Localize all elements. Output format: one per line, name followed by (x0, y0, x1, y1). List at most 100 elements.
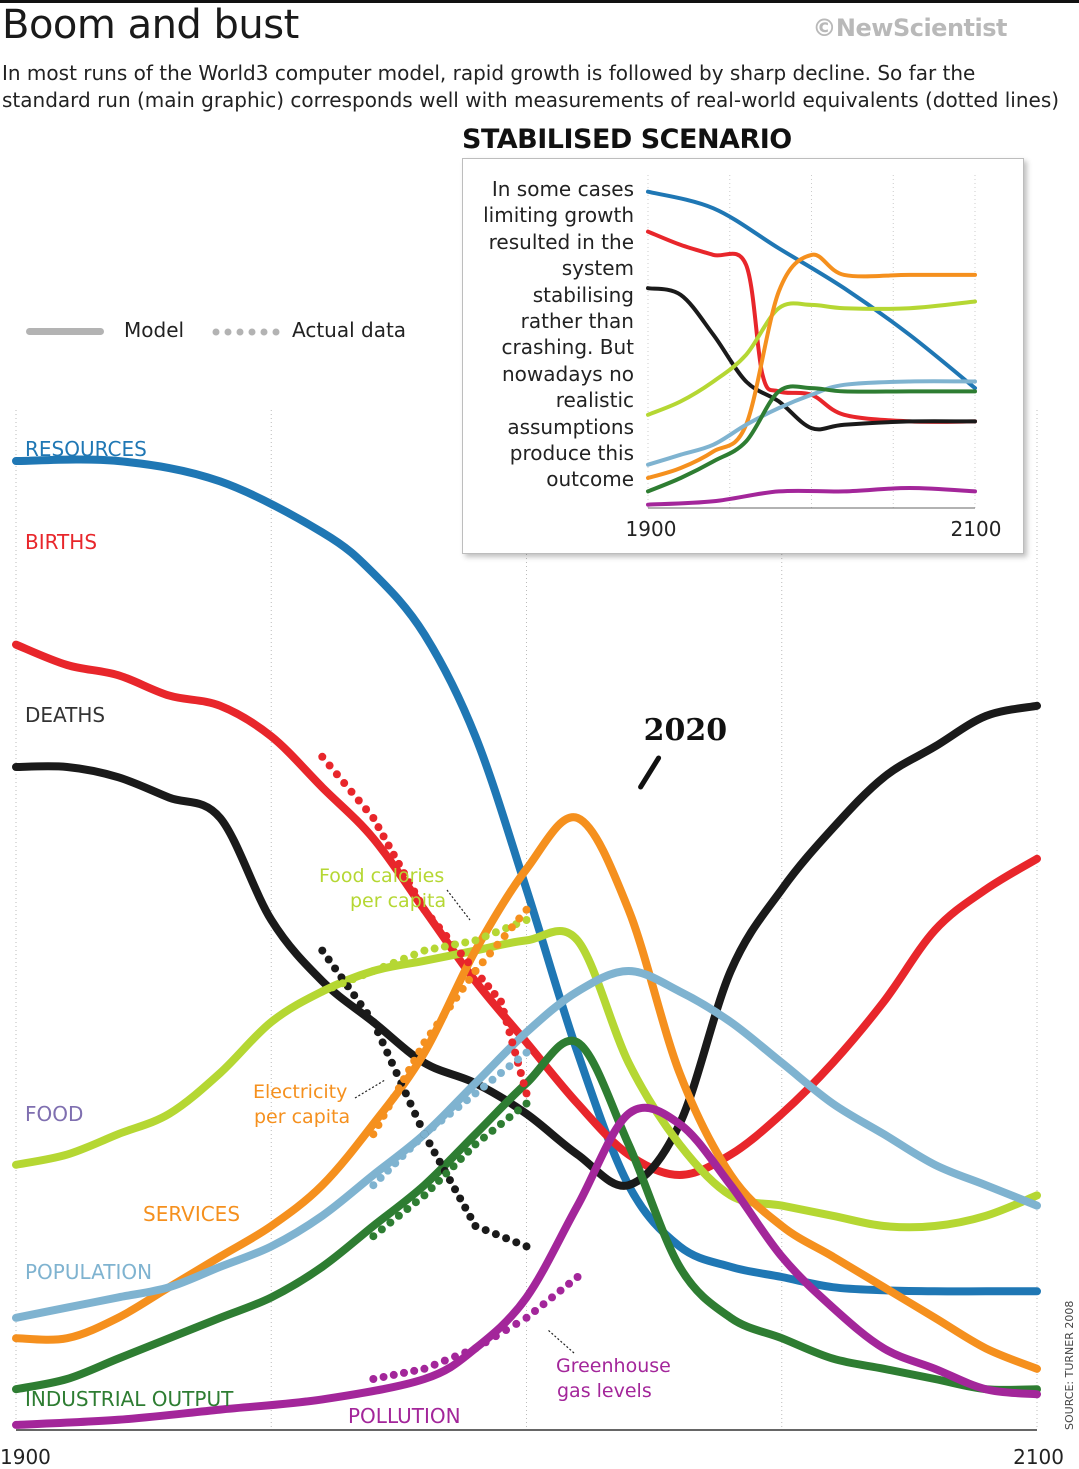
series-services (12, 813, 1041, 1373)
actual-point (456, 1194, 465, 1203)
actual-point (415, 1120, 424, 1128)
actual-point (471, 967, 480, 975)
year-marker-label: 2020 (644, 713, 728, 748)
legend-model-label: Model (124, 318, 185, 342)
actual-point (471, 1140, 480, 1149)
series-pollution (12, 1103, 1041, 1429)
actual-point (378, 1038, 387, 1047)
actual-point (500, 932, 509, 941)
actual-point (410, 1056, 419, 1065)
actual-point (435, 1157, 444, 1166)
actual-point (420, 1130, 429, 1139)
actual-point (377, 1225, 386, 1234)
inset-series-resources (646, 189, 977, 391)
actual-point (440, 942, 449, 951)
actual-point (488, 1075, 497, 1084)
inset-series-food (646, 299, 977, 417)
inset-series-services (646, 252, 977, 480)
actual-point (471, 936, 480, 945)
actual-point (420, 946, 429, 955)
actual-point (481, 1338, 490, 1347)
actual-food-calories-per-capita (318, 916, 531, 996)
actual-point (383, 1048, 392, 1057)
actual-point (392, 1069, 401, 1077)
actual-point (437, 1116, 446, 1125)
actual-point (359, 971, 368, 980)
actual-point (398, 1152, 407, 1161)
actual-point (389, 958, 398, 967)
actual-point (379, 832, 388, 841)
actual-point (451, 940, 460, 949)
actual-point (502, 1326, 511, 1335)
actual-point (356, 1000, 365, 1009)
actual-point (434, 1176, 443, 1185)
actual-point (496, 1120, 505, 1128)
actual-point (481, 1226, 490, 1235)
actual-point (362, 1009, 371, 1018)
actual-point (573, 1273, 582, 1281)
actual-point (464, 1147, 473, 1156)
actual-point (420, 1364, 429, 1373)
actual-point (484, 982, 493, 991)
actual-point (493, 940, 502, 949)
actual-point (384, 841, 393, 850)
series-deaths (12, 701, 1041, 1190)
actual-point (486, 949, 495, 958)
actual-point (411, 1198, 420, 1207)
actual-point (505, 1062, 514, 1071)
actual-point (442, 932, 451, 941)
actual-point (433, 1020, 442, 1029)
actual-point (502, 1234, 511, 1243)
series-births (12, 640, 1041, 1179)
actual-point (348, 975, 357, 984)
series-label-births: BIRTHS (25, 530, 97, 554)
actual-point (399, 869, 408, 878)
actual-point (427, 1184, 436, 1193)
actual-point (461, 938, 470, 947)
actual-point (362, 805, 371, 814)
actual-point (477, 974, 486, 983)
actual-point (394, 1211, 403, 1220)
actual-point (379, 1111, 388, 1120)
actual-point (505, 1028, 514, 1037)
actual-point (369, 1232, 378, 1241)
actual-actual-population (369, 1048, 531, 1190)
actual-point (420, 1038, 429, 1047)
actual-point (347, 787, 356, 796)
actual-point (410, 1366, 419, 1375)
actual-point (565, 1279, 574, 1288)
actual-point (405, 1144, 414, 1153)
annotation-text: Food calories per capita (319, 865, 446, 912)
actual-point (379, 962, 388, 971)
annotation-text: Greenhouse gas levels (556, 1355, 671, 1402)
actual-point (522, 1089, 531, 1098)
actual-point (338, 979, 347, 988)
actual-point (383, 1166, 392, 1175)
actual-point (556, 1286, 565, 1295)
actual-point (488, 1126, 497, 1135)
series-food (12, 926, 1041, 1232)
x-tick-label: 2100 (1013, 1445, 1064, 1469)
actual-point (451, 1352, 460, 1361)
legend-actual-label: Actual data (292, 318, 407, 342)
actual-point (373, 1028, 382, 1037)
actual-point (445, 1176, 454, 1185)
actual-point (420, 1191, 429, 1200)
legend-model-swatch (26, 328, 104, 335)
actual-point (471, 1222, 480, 1230)
actual-point (512, 1238, 521, 1247)
inset-series-pollution (646, 486, 977, 507)
actual-point (465, 975, 474, 984)
actual-point (522, 1242, 531, 1251)
actual-point (369, 967, 378, 975)
actual-point (401, 1089, 410, 1098)
actual-point (354, 796, 363, 805)
actual-point (499, 1007, 508, 1016)
inset-title: STABILISED SCENARIO (462, 124, 792, 155)
actual-point (387, 1058, 396, 1067)
annotation-electricity-per-capita: Electricity per capita (253, 1079, 386, 1128)
series-label-pollution: POLLUTION (348, 1404, 461, 1428)
actual-point (403, 1205, 412, 1213)
